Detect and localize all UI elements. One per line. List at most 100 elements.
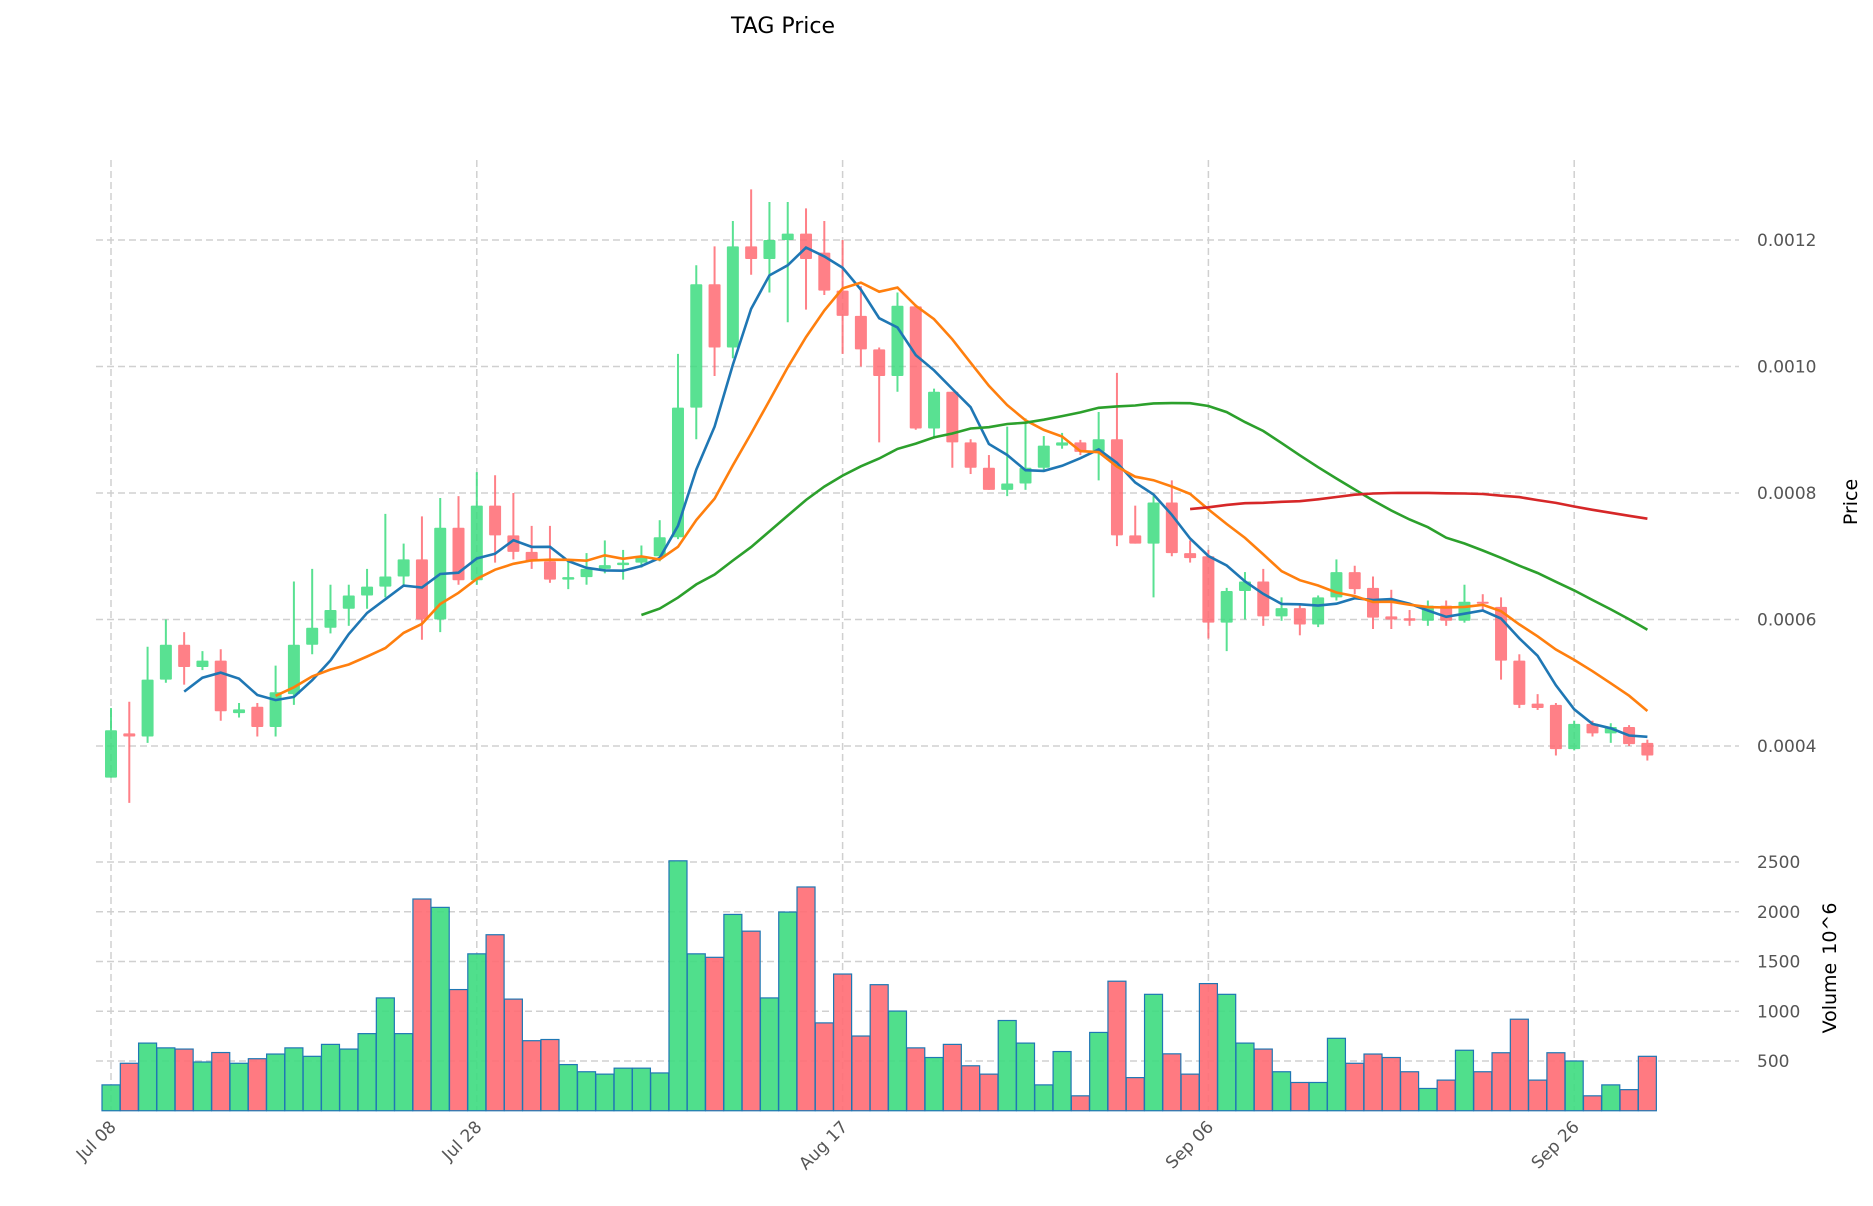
candle-body bbox=[1056, 442, 1069, 446]
volume-bar bbox=[503, 998, 523, 1112]
volume-bar bbox=[942, 1043, 962, 1112]
candle bbox=[964, 439, 977, 475]
candle-body bbox=[452, 527, 465, 581]
candle bbox=[1440, 600, 1453, 626]
price-tick-label: 0.0004 bbox=[1757, 737, 1816, 757]
volume-bar bbox=[467, 953, 487, 1112]
candle-body bbox=[214, 660, 227, 712]
price-tick-label: 0.0006 bbox=[1757, 611, 1816, 631]
volume-bar bbox=[101, 1084, 121, 1112]
volume-bar bbox=[906, 1047, 926, 1112]
candle-body bbox=[1531, 703, 1544, 709]
candle bbox=[452, 496, 465, 585]
candle-body bbox=[1458, 601, 1471, 621]
candle bbox=[434, 498, 447, 633]
volume-bar bbox=[1582, 1095, 1603, 1112]
candle bbox=[1312, 595, 1325, 628]
date-tick-label: Jul 28 bbox=[438, 1117, 486, 1165]
candle bbox=[543, 525, 556, 583]
candle bbox=[745, 189, 758, 275]
candle bbox=[708, 246, 721, 376]
volume-bar bbox=[869, 984, 889, 1112]
volume-bar bbox=[412, 898, 432, 1112]
volume-bar bbox=[1491, 1052, 1511, 1112]
candle-body bbox=[1403, 618, 1416, 621]
candle-body bbox=[342, 595, 355, 609]
volume-bar bbox=[887, 1010, 908, 1112]
candle-body bbox=[196, 660, 209, 667]
volume-tick-label: 2000 bbox=[1757, 903, 1800, 923]
volume-tick-label: 1500 bbox=[1757, 953, 1800, 973]
candle-body bbox=[1202, 556, 1215, 623]
candle bbox=[800, 208, 813, 310]
candle bbox=[361, 568, 374, 609]
candle-body bbox=[1312, 597, 1325, 625]
candle-body bbox=[982, 467, 995, 490]
candle-body bbox=[251, 706, 264, 728]
candle-body bbox=[1129, 535, 1142, 544]
volume-bar bbox=[924, 1056, 944, 1112]
chart-title: TAG Price bbox=[730, 14, 835, 39]
candle-body bbox=[1513, 660, 1526, 705]
volume-bar bbox=[1399, 1071, 1420, 1112]
candle-body bbox=[379, 576, 392, 587]
volume-bar bbox=[741, 930, 761, 1112]
candle bbox=[781, 202, 794, 323]
candle-body bbox=[891, 305, 904, 376]
ma10-line bbox=[275, 281, 1649, 712]
candle-body bbox=[580, 568, 593, 578]
volume-bars bbox=[101, 860, 1657, 1112]
volume-bar bbox=[485, 934, 505, 1112]
candle-body bbox=[708, 284, 721, 348]
candle bbox=[598, 540, 611, 574]
candle bbox=[196, 651, 209, 671]
volume-bar bbox=[1436, 1079, 1456, 1112]
candle bbox=[324, 584, 337, 634]
candle bbox=[562, 561, 575, 590]
volume-axis-label: Volume bbox=[1819, 963, 1841, 1034]
candle bbox=[946, 391, 959, 468]
candle bbox=[379, 513, 392, 598]
date-tick-label: Sep 06 bbox=[1162, 1117, 1218, 1173]
candle-body bbox=[1037, 445, 1050, 468]
volume-bar bbox=[595, 1073, 615, 1112]
volume-bar bbox=[1125, 1077, 1145, 1112]
volume-bar bbox=[814, 1022, 834, 1112]
volume-bar bbox=[1637, 1055, 1657, 1112]
candle bbox=[507, 493, 520, 560]
candle bbox=[726, 221, 739, 359]
price-tick-label: 0.0012 bbox=[1757, 231, 1816, 251]
candle-body bbox=[854, 315, 867, 350]
volume-bar bbox=[979, 1073, 999, 1112]
candle-body bbox=[361, 586, 374, 596]
candle-body bbox=[836, 290, 849, 316]
moving-average-lines bbox=[183, 246, 1649, 739]
candle bbox=[1147, 496, 1160, 598]
volume-bar bbox=[1198, 982, 1219, 1112]
candle-body bbox=[1001, 483, 1014, 490]
volume-bar bbox=[1070, 1095, 1090, 1112]
candle bbox=[1129, 505, 1142, 544]
volume-bar bbox=[302, 1055, 322, 1112]
volume-bar bbox=[576, 1071, 597, 1112]
candle bbox=[1513, 654, 1526, 709]
date-tick-label: Sep 26 bbox=[1528, 1117, 1584, 1173]
volume-bar bbox=[1052, 1050, 1072, 1112]
candle-body bbox=[763, 240, 776, 259]
candle bbox=[1001, 426, 1014, 497]
candle bbox=[1165, 480, 1178, 557]
volume-bar bbox=[1454, 1049, 1475, 1112]
candle bbox=[873, 347, 886, 443]
candle-body bbox=[1476, 601, 1489, 604]
candle bbox=[1549, 702, 1562, 756]
candle-body bbox=[269, 692, 282, 728]
candle-body bbox=[690, 284, 703, 408]
volume-bar bbox=[1034, 1084, 1054, 1112]
candle bbox=[1019, 418, 1032, 490]
candle bbox=[159, 619, 172, 683]
volume-bar bbox=[1107, 980, 1127, 1112]
candle bbox=[982, 455, 995, 490]
candle bbox=[1275, 597, 1288, 621]
candle-body bbox=[324, 610, 337, 628]
